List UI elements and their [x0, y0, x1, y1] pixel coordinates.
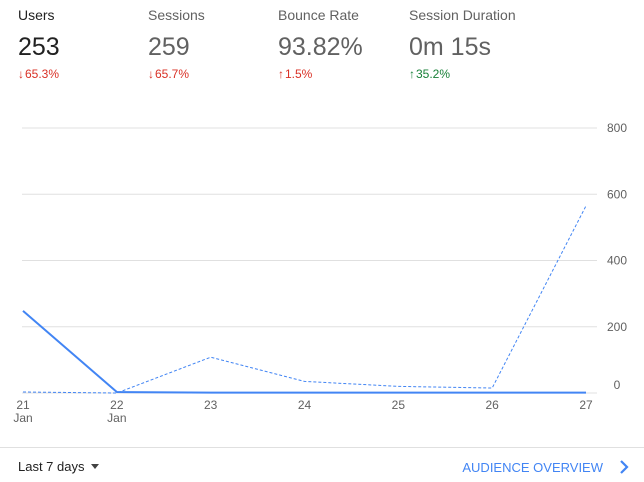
caret-down-icon: [90, 464, 99, 470]
x-tick-label: 22: [110, 398, 124, 412]
metric-label: Bounce Rate: [278, 7, 359, 23]
y-tick-label: 600: [607, 187, 627, 201]
metric-label: Session Duration: [409, 7, 516, 23]
x-tick-label: 21: [16, 398, 30, 412]
metric-sessions[interactable]: Sessions 259 ↓65.7%: [148, 0, 273, 90]
metric-change-value: 1.5%: [285, 67, 313, 81]
metric-users[interactable]: Users 253 ↓65.3%: [18, 0, 143, 90]
x-tick-label: 23: [204, 398, 218, 412]
x-tick-label: 27: [579, 398, 593, 412]
metric-change-value: 65.3%: [25, 67, 60, 81]
metric-bounce-rate[interactable]: Bounce Rate 93.82% ↑1.5%: [278, 0, 403, 90]
series-line-dashed: [22, 205, 587, 394]
x-tick-sublabel: Jan: [13, 411, 32, 425]
metric-change-value: 35.2%: [416, 67, 451, 81]
arrow-icon: ↑: [278, 67, 284, 81]
date-range-select[interactable]: Last 7 days: [18, 459, 99, 474]
metric-label: Sessions: [148, 7, 205, 23]
x-tick-sublabel: Jan: [107, 411, 126, 425]
chevron-right-icon[interactable]: [617, 459, 631, 475]
arrow-icon: ↓: [148, 67, 154, 81]
metric-change: ↓65.3%: [18, 67, 59, 81]
metric-change: ↑35.2%: [409, 67, 450, 81]
arrow-icon: ↑: [409, 67, 415, 81]
metrics-row: Users 253 ↓65.3% Sessions 259 ↓65.7% Bou…: [0, 0, 644, 90]
y-tick-label: 200: [607, 320, 627, 334]
x-tick-label: 25: [392, 398, 406, 412]
x-tick-label: 24: [298, 398, 312, 412]
metric-change: ↑1.5%: [278, 67, 312, 81]
x-tick-label: 26: [485, 398, 499, 412]
metric-change-value: 65.7%: [155, 67, 190, 81]
y-tick-label: 400: [607, 254, 627, 268]
arrow-icon: ↓: [18, 67, 24, 81]
metric-value: 253: [18, 33, 60, 61]
series-line-solid: [22, 310, 586, 394]
metric-change: ↓65.7%: [148, 67, 189, 81]
y-tick-label: 800: [607, 121, 627, 135]
metric-label: Users: [18, 7, 55, 23]
metric-session-duration[interactable]: Session Duration 0m 15s ↑35.2%: [409, 0, 534, 90]
date-range-label: Last 7 days: [18, 459, 85, 474]
footer-divider: [0, 447, 644, 448]
metric-value: 93.82%: [278, 33, 363, 61]
metric-value: 0m 15s: [409, 33, 491, 61]
y-tick-label: 0: [614, 378, 621, 392]
metric-value: 259: [148, 33, 190, 61]
audience-overview-link[interactable]: AUDIENCE OVERVIEW: [462, 460, 603, 475]
